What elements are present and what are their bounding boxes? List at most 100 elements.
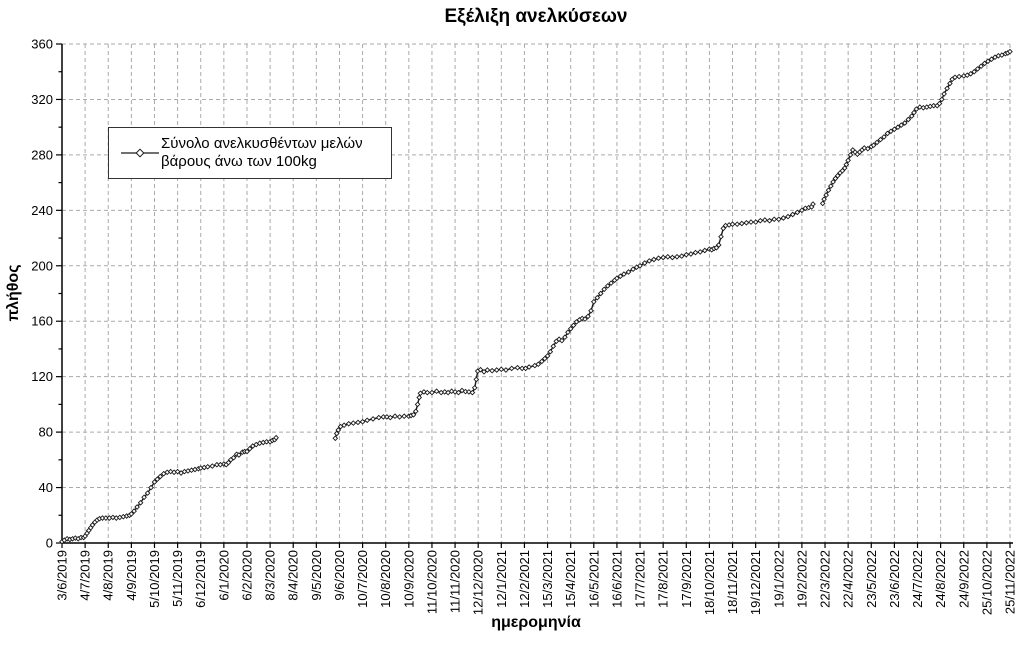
data-point-marker [503, 367, 509, 373]
data-point-marker [688, 251, 694, 257]
data-point-marker [493, 367, 500, 373]
data-point-marker [734, 221, 741, 228]
x-tick-label: 16/5/2021 [586, 550, 601, 608]
data-point-marker [664, 253, 671, 260]
chart-title: Εξέλιξη ανελκύσεων [444, 6, 628, 27]
data-point-marker [396, 414, 403, 420]
data-point-marker [484, 367, 491, 373]
data-point-marker [830, 179, 836, 185]
data-point-marker [401, 413, 408, 420]
data-point-marker [225, 459, 232, 466]
data-point-marker [941, 91, 947, 97]
x-tick-label: 19/1/2022 [771, 550, 786, 608]
x-tick-label: 19/2/2022 [794, 550, 809, 608]
data-point-marker [720, 225, 727, 232]
data-point-marker [608, 280, 614, 286]
data-point-marker [128, 511, 135, 517]
data-point-marker [559, 337, 565, 344]
data-point-marker [646, 258, 653, 264]
data-point-marker [905, 116, 912, 123]
data-point-marker [410, 411, 417, 418]
data-point-marker [775, 216, 782, 223]
x-tick-label: 5/11/2019 [170, 550, 185, 607]
data-point-marker [660, 254, 667, 261]
x-tick-label: 12/1/2021 [494, 550, 509, 608]
data-point-marker [974, 66, 981, 72]
data-point-marker [981, 60, 988, 67]
x-tick-label: 23/5/2022 [864, 550, 879, 608]
data-point-marker [335, 427, 342, 433]
data-point-marker [625, 269, 632, 275]
data-point-marker [477, 366, 484, 373]
data-point-marker [944, 85, 950, 92]
data-point-marker [567, 325, 574, 332]
x-tick-label: 24/7/2022 [910, 550, 925, 608]
data-point-marker [748, 219, 754, 225]
y-tick-label: 40 [39, 480, 53, 495]
data-point-marker [743, 219, 750, 226]
y-tick-label: 360 [31, 37, 53, 52]
data-point-marker [333, 430, 340, 437]
y-tick-label: 120 [31, 369, 53, 384]
x-tick-label: 24/8/2022 [933, 550, 948, 608]
data-point-marker [789, 211, 796, 218]
x-tick-label: 11/11/2020 [448, 550, 463, 613]
x-tick-label: 24/9/2022 [956, 550, 971, 608]
tick-marks [56, 43, 1011, 548]
data-point-marker [985, 58, 991, 65]
data-point-marker [655, 255, 662, 262]
y-tick-label: 280 [31, 147, 53, 162]
x-tick-label: 15/4/2021 [563, 550, 578, 608]
data-point-marker [355, 419, 361, 426]
data-point-marker [601, 286, 608, 293]
data-point-marker [588, 307, 594, 314]
data-point-marker [332, 435, 339, 442]
x-tick-label: 23/6/2022 [887, 550, 902, 608]
data-point-marker [697, 249, 704, 255]
data-point-marker [429, 389, 435, 396]
data-point-marker [821, 196, 827, 203]
data-point-marker [350, 420, 357, 426]
data-series [59, 48, 1013, 545]
legend-label: Σύνολο ανελκυσθέντων μελών βάρους άνω τω… [161, 135, 363, 171]
data-point-marker [834, 172, 841, 179]
data-point-marker [498, 366, 505, 373]
data-point-marker [757, 217, 764, 224]
data-point-marker [174, 468, 181, 475]
data-point-marker [841, 165, 848, 171]
x-tick-label: 25/11/2022 [1003, 550, 1018, 614]
y-tick-label: 0 [46, 536, 53, 551]
data-point-marker [604, 283, 611, 289]
data-point-marker [881, 134, 887, 140]
data-point-marker [988, 56, 995, 63]
x-tick-labels: 3/6/2019 4/7/2019 4/8/2019 4/9/2019 5/10/201… [55, 550, 1018, 615]
data-point-marker [469, 389, 476, 396]
x-tick-label: 17/8/2021 [656, 550, 671, 608]
data-point-marker [131, 508, 137, 514]
x-tick-label: 6/1/2020 [216, 550, 231, 601]
data-point-marker [204, 463, 211, 470]
data-point-marker [597, 290, 604, 297]
data-point-marker [414, 401, 421, 408]
data-point-marker [947, 80, 953, 87]
data-point-marker [585, 313, 591, 320]
x-tick-label: 4/9/2019 [124, 550, 139, 601]
data-point-marker [630, 266, 636, 273]
x-tick-label: 22/4/2022 [841, 550, 856, 608]
x-tick-label: 6/2/2020 [239, 550, 254, 601]
data-point-marker [375, 414, 382, 421]
data-point-marker [433, 388, 440, 395]
data-point-marker [471, 384, 478, 391]
data-point-marker [617, 273, 624, 280]
data-point-marker [888, 128, 894, 135]
data-point-marker [416, 394, 423, 401]
data-point-marker [683, 251, 690, 258]
x-tick-label: 6/12/2019 [193, 550, 208, 608]
data-point-marker [144, 490, 151, 496]
x-tick-label: 12/2/2021 [517, 550, 532, 608]
data-point-marker [669, 254, 676, 261]
x-tick-label: 16/6/2021 [609, 550, 624, 608]
x-tick-label: 18/10/2021 [702, 550, 717, 615]
data-point-marker [473, 376, 480, 383]
